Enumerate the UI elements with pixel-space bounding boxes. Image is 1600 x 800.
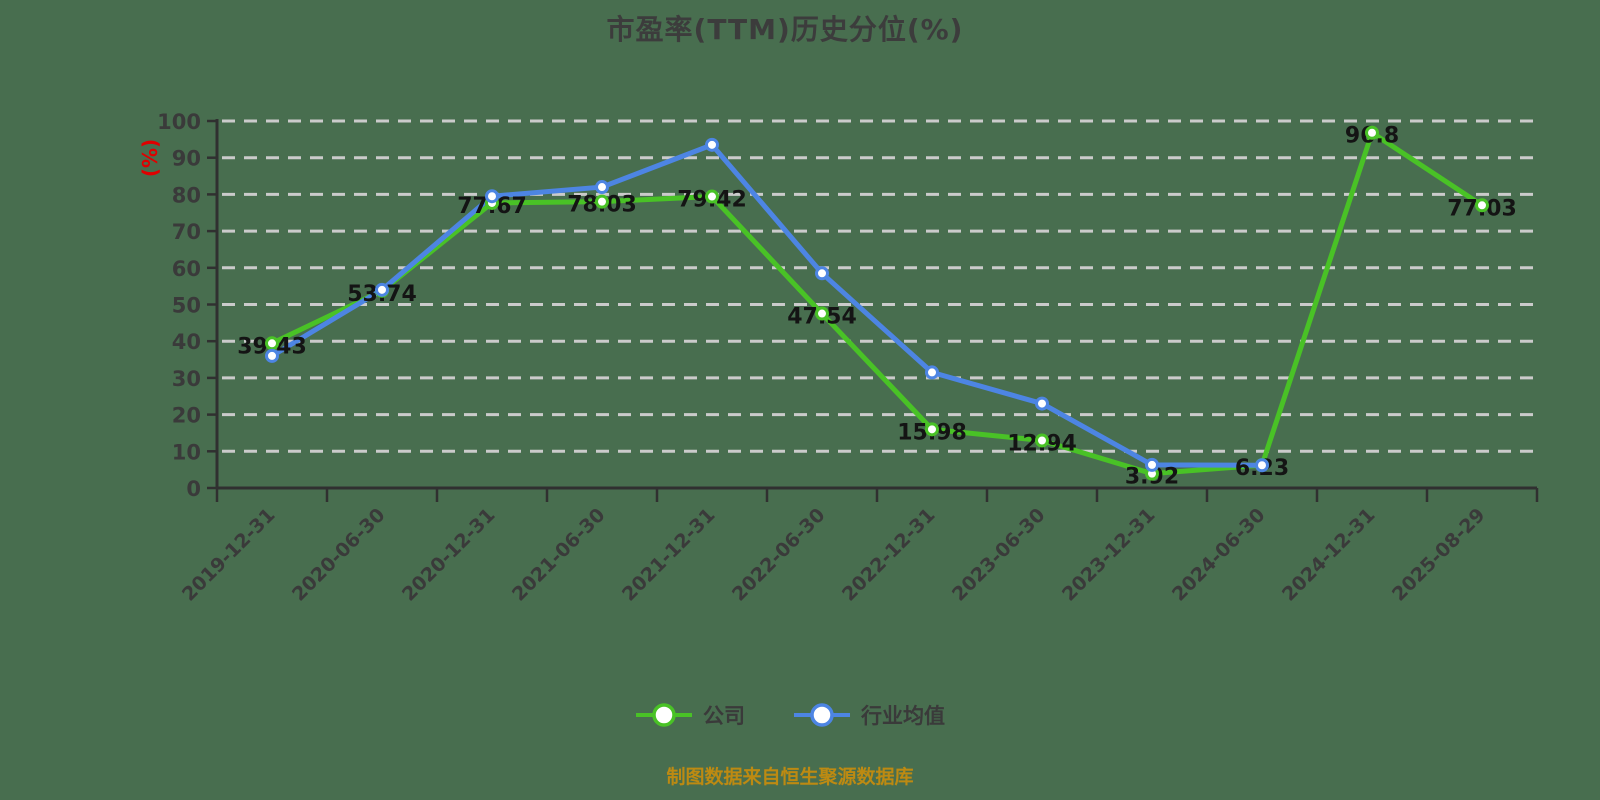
x-tick-label: 2020-06-30 (288, 504, 390, 606)
y-tick-label: 30 (172, 367, 201, 391)
legend-label: 公司 (703, 704, 745, 728)
y-tick-label: 0 (186, 477, 201, 501)
y-axis-unit-label: (%) (138, 139, 162, 177)
x-tick-label: 2019-12-31 (178, 504, 280, 606)
legend-item-0[interactable]: 公司 (635, 700, 745, 730)
data-point-s1[interactable] (595, 180, 609, 195)
x-tick-label: 2024-12-31 (1278, 504, 1380, 606)
x-tick-label: 2023-12-31 (1058, 504, 1160, 606)
data-point-s1[interactable] (1255, 458, 1269, 473)
data-point-s0[interactable] (265, 336, 279, 351)
y-tick-label: 80 (172, 183, 201, 207)
series-line-0 (269, 130, 1485, 477)
legend-marker-icon (636, 703, 692, 727)
data-point-s1[interactable] (815, 266, 829, 281)
data-point-s0[interactable] (705, 189, 719, 204)
data-point-s1[interactable] (485, 189, 499, 204)
y-tick-label: 90 (172, 147, 201, 171)
y-tick-label: 20 (172, 404, 201, 428)
x-tick-label: 2022-06-30 (728, 504, 830, 606)
x-tick-label: 2021-12-31 (618, 504, 720, 606)
data-point-s0[interactable] (925, 422, 939, 437)
x-tick-label: 2025-08-29 (1388, 504, 1490, 606)
data-point-s1[interactable] (1035, 396, 1049, 411)
x-tick-label: 2022-12-31 (838, 504, 940, 606)
y-tick-label: 10 (172, 440, 201, 464)
y-tick-label: 40 (172, 330, 201, 354)
x-tick-label: 2023-06-30 (948, 504, 1050, 606)
data-point-s1[interactable] (925, 365, 939, 380)
y-tick-label: 60 (172, 257, 201, 281)
data-point-s1[interactable] (375, 282, 389, 297)
x-tick-label: 2020-12-31 (398, 504, 500, 606)
data-point-s0[interactable] (595, 194, 609, 209)
y-tick-label: 50 (172, 294, 201, 318)
legend: 公司 行业均值 (0, 700, 1580, 730)
data-source-caption: 制图数据来自恒生聚源数据库 (666, 766, 914, 788)
legend-marker-icon (794, 703, 850, 727)
data-point-s1[interactable] (705, 137, 719, 152)
legend-label: 行业均值 (861, 704, 945, 728)
series-line-1 (269, 142, 1265, 468)
x-tick-label: 2021-06-30 (508, 504, 610, 606)
data-point-s0[interactable] (1475, 198, 1489, 213)
y-tick-label: 100 (157, 110, 201, 134)
data-point-s0[interactable] (815, 306, 829, 321)
legend-item-1[interactable]: 行业均值 (793, 700, 945, 730)
data-point-s0[interactable] (1035, 433, 1049, 448)
chart-title: 市盈率(TTM)历史分位(%) (606, 13, 964, 46)
data-point-s1[interactable] (1145, 457, 1159, 472)
data-point-s0[interactable] (1365, 125, 1379, 140)
data-point-s1[interactable] (265, 348, 279, 363)
x-tick-label: 2024-06-30 (1168, 504, 1270, 606)
y-tick-label: 70 (172, 220, 201, 244)
